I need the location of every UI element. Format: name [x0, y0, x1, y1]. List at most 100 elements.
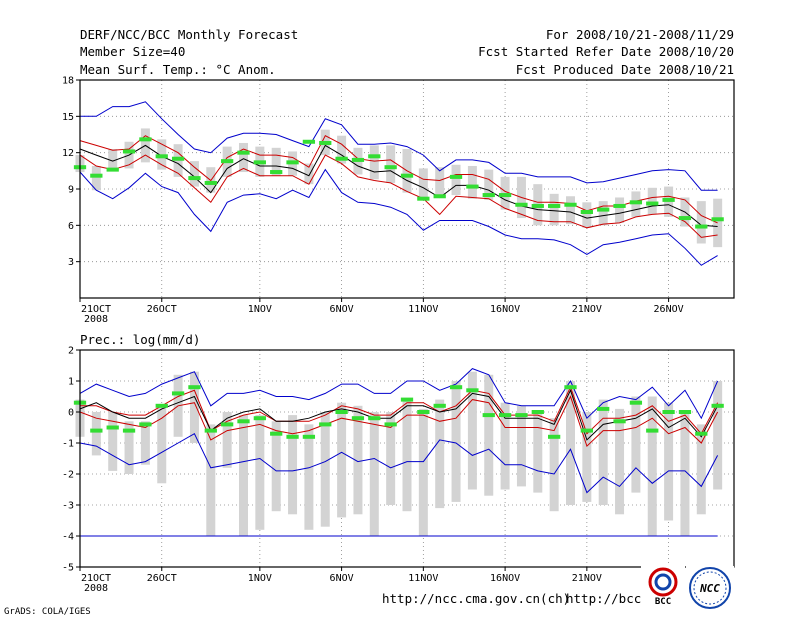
prec-spread-box: [435, 399, 445, 509]
prec-obs-mark: [335, 410, 348, 414]
temp-ytick-label: 15: [62, 112, 74, 123]
temp-xtick-label: 16NOV: [490, 304, 520, 315]
temp-obs-mark: [564, 202, 577, 207]
prec-spread-box: [516, 405, 526, 487]
bcc-logo-core-icon: [654, 573, 672, 591]
ncc-logo-text: NCC: [699, 582, 720, 595]
ncc-url: http://ncc.cma.gov.cn(ch): [382, 591, 570, 606]
temp-xtick-label: 21NOV: [572, 304, 602, 315]
prec-spread-box: [91, 412, 101, 456]
temp-spread-box: [189, 161, 199, 187]
temp-obs-mark: [122, 149, 136, 154]
prec-obs-mark: [417, 410, 430, 414]
temp-obs-mark: [482, 193, 495, 198]
prec-spread-box: [108, 412, 118, 471]
temp-xtick-year: 2008: [84, 314, 108, 325]
prec-obs-mark: [613, 419, 626, 424]
prec-spread-box: [664, 402, 674, 521]
temp-obs-mark: [368, 154, 381, 159]
temp-ytick-label: 9: [68, 185, 74, 196]
prec-obs-mark: [106, 425, 119, 430]
temp-obs-mark: [613, 203, 626, 208]
prec-obs-mark: [466, 388, 479, 393]
prec-obs-mark: [237, 419, 250, 424]
prec-spread-box: [484, 374, 494, 496]
ncc-logo-ring-icon: [689, 567, 731, 609]
temp-spread-box: [108, 149, 118, 171]
prec-obs-mark: [564, 385, 577, 390]
prec-obs-mark: [139, 422, 152, 427]
temp-obs-mark: [662, 197, 675, 202]
temp-spread-box: [484, 169, 494, 200]
temp-spread-box: [582, 202, 592, 228]
prec-xtick-label: 1NOV: [248, 573, 272, 584]
prec-obs-mark: [515, 413, 528, 418]
bcc-logo-text: BCC: [655, 597, 671, 607]
temp-xtick-label: 6NOV: [330, 304, 354, 315]
temp-spread-box: [304, 163, 314, 185]
prec-ytick-label: -1: [62, 439, 74, 450]
temp-spread-box: [386, 145, 396, 183]
prec-obs-mark: [678, 410, 692, 414]
prec-obs-mark: [400, 397, 414, 402]
temp-spread-box: [369, 145, 379, 180]
temp-obs-mark: [139, 137, 152, 142]
temp-obs-mark: [711, 217, 724, 222]
produced-date: Fcst Produced Date 2008/10/21: [516, 62, 734, 77]
temp-obs-mark: [515, 202, 528, 207]
temp-xtick-label: 1NOV: [248, 304, 272, 315]
prec-spread-box: [598, 399, 608, 505]
bcc-url: http://bcc.: [566, 591, 649, 606]
prec-line-upper: [80, 385, 719, 435]
temp-obs-mark: [449, 174, 463, 179]
bcc-logo: BCC: [641, 566, 685, 610]
prec-obs-mark: [449, 385, 463, 390]
temp-obs-mark: [319, 140, 332, 145]
temp-spread-box: [337, 135, 347, 164]
forecast-period: For 2008/10/21-2008/11/29: [546, 27, 734, 42]
prec-spread-box: [418, 408, 428, 536]
temp-spread-box: [713, 198, 723, 248]
prec-spread-box: [124, 421, 134, 474]
prec-obs-mark: [368, 416, 381, 421]
temp-obs-mark: [678, 216, 692, 221]
prec-spread-box: [304, 424, 314, 530]
prec-spread-box: [189, 371, 199, 443]
prec-xtick-label: 16NOV: [490, 573, 520, 584]
prec-xtick-label: 21OCT: [81, 573, 111, 584]
prec-obs-mark: [171, 391, 185, 396]
temp-obs-mark: [286, 160, 299, 165]
temp-obs-mark: [695, 224, 708, 229]
temp-line-mean: [79, 144, 718, 227]
temp-obs-mark: [90, 173, 103, 178]
temp-obs-mark: [531, 203, 544, 208]
temp-obs-mark: [417, 196, 430, 201]
temp-obs-mark: [351, 157, 365, 162]
prec-spread-box: [402, 399, 412, 512]
prec-spread-box: [255, 415, 265, 530]
prec-ytick-label: 0: [68, 408, 74, 419]
temp-obs-mark: [466, 184, 479, 189]
prec-xtick-label: 26OCT: [147, 573, 177, 584]
prec-xtick-label: 6NOV: [330, 573, 354, 584]
prec-obs-mark: [270, 431, 283, 436]
prec-spread-box: [467, 371, 477, 490]
prec-obs-mark: [253, 416, 266, 421]
temp-ytick-label: 6: [68, 221, 74, 232]
temp-spread-box: [435, 167, 445, 198]
prec-obs-mark: [351, 416, 365, 421]
prec-line-min: [79, 432, 719, 494]
prec-spread-box: [451, 381, 461, 502]
temp-ytick-label: 18: [62, 76, 74, 87]
prec-obs-mark: [319, 422, 332, 427]
prec-obs-mark: [221, 422, 234, 427]
temp-line-lower: [79, 154, 718, 238]
temp-obs-mark: [106, 167, 119, 172]
prec-ytick-label: -2: [62, 470, 74, 481]
prec-spread-box: [271, 421, 281, 512]
prec-spread-box: [353, 405, 363, 515]
prec-obs-mark: [204, 428, 217, 433]
